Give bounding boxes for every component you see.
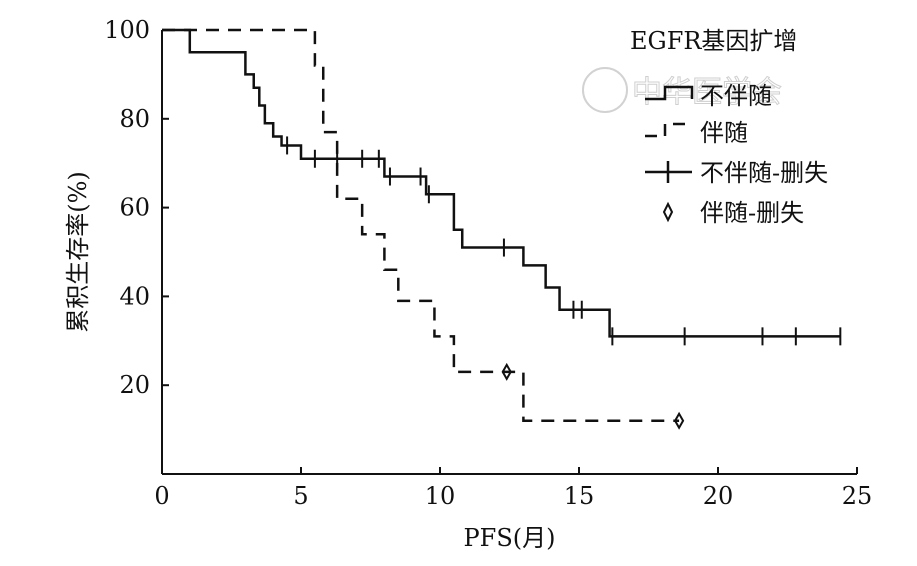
censor-mark (501, 362, 512, 381)
series-line-1 (162, 28, 841, 338)
legend-symbol-dashed (645, 122, 692, 138)
x-axis-title: PFS(月) (464, 524, 556, 552)
x-tick-label: 25 (842, 482, 873, 510)
y-tick-label: 20 (119, 371, 150, 399)
legend-entry-2: 伴随 (700, 119, 748, 147)
watermark-text: 中华医学会 (632, 75, 782, 110)
legend-entry-1: 不伴随 (700, 82, 772, 110)
x-tick-label: 20 (703, 482, 734, 510)
x-tick-label: 10 (425, 482, 456, 510)
x-tick-label: 15 (564, 482, 595, 510)
x-tick-label: 5 (293, 482, 308, 510)
y-tick-label: 100 (104, 16, 150, 44)
watermark-seal (582, 67, 628, 113)
censor-mark (673, 411, 685, 430)
x-tick-label: 0 (154, 482, 169, 510)
legend-symbol-diamond (662, 201, 674, 223)
y-tick-label: 80 (119, 105, 150, 133)
legend-symbol-solid (645, 85, 694, 101)
y-tick-label: 40 (119, 282, 150, 310)
y-tick-label: 60 (119, 194, 150, 222)
y-axis-title: 累积生存率(%) (64, 171, 92, 333)
legend-title: EGFR基因扩增 (630, 27, 797, 55)
legend-entry-4: 伴随-删失 (700, 199, 804, 227)
legend-entry-3: 不伴随-删失 (700, 159, 828, 187)
series-line-2 (162, 28, 680, 422)
